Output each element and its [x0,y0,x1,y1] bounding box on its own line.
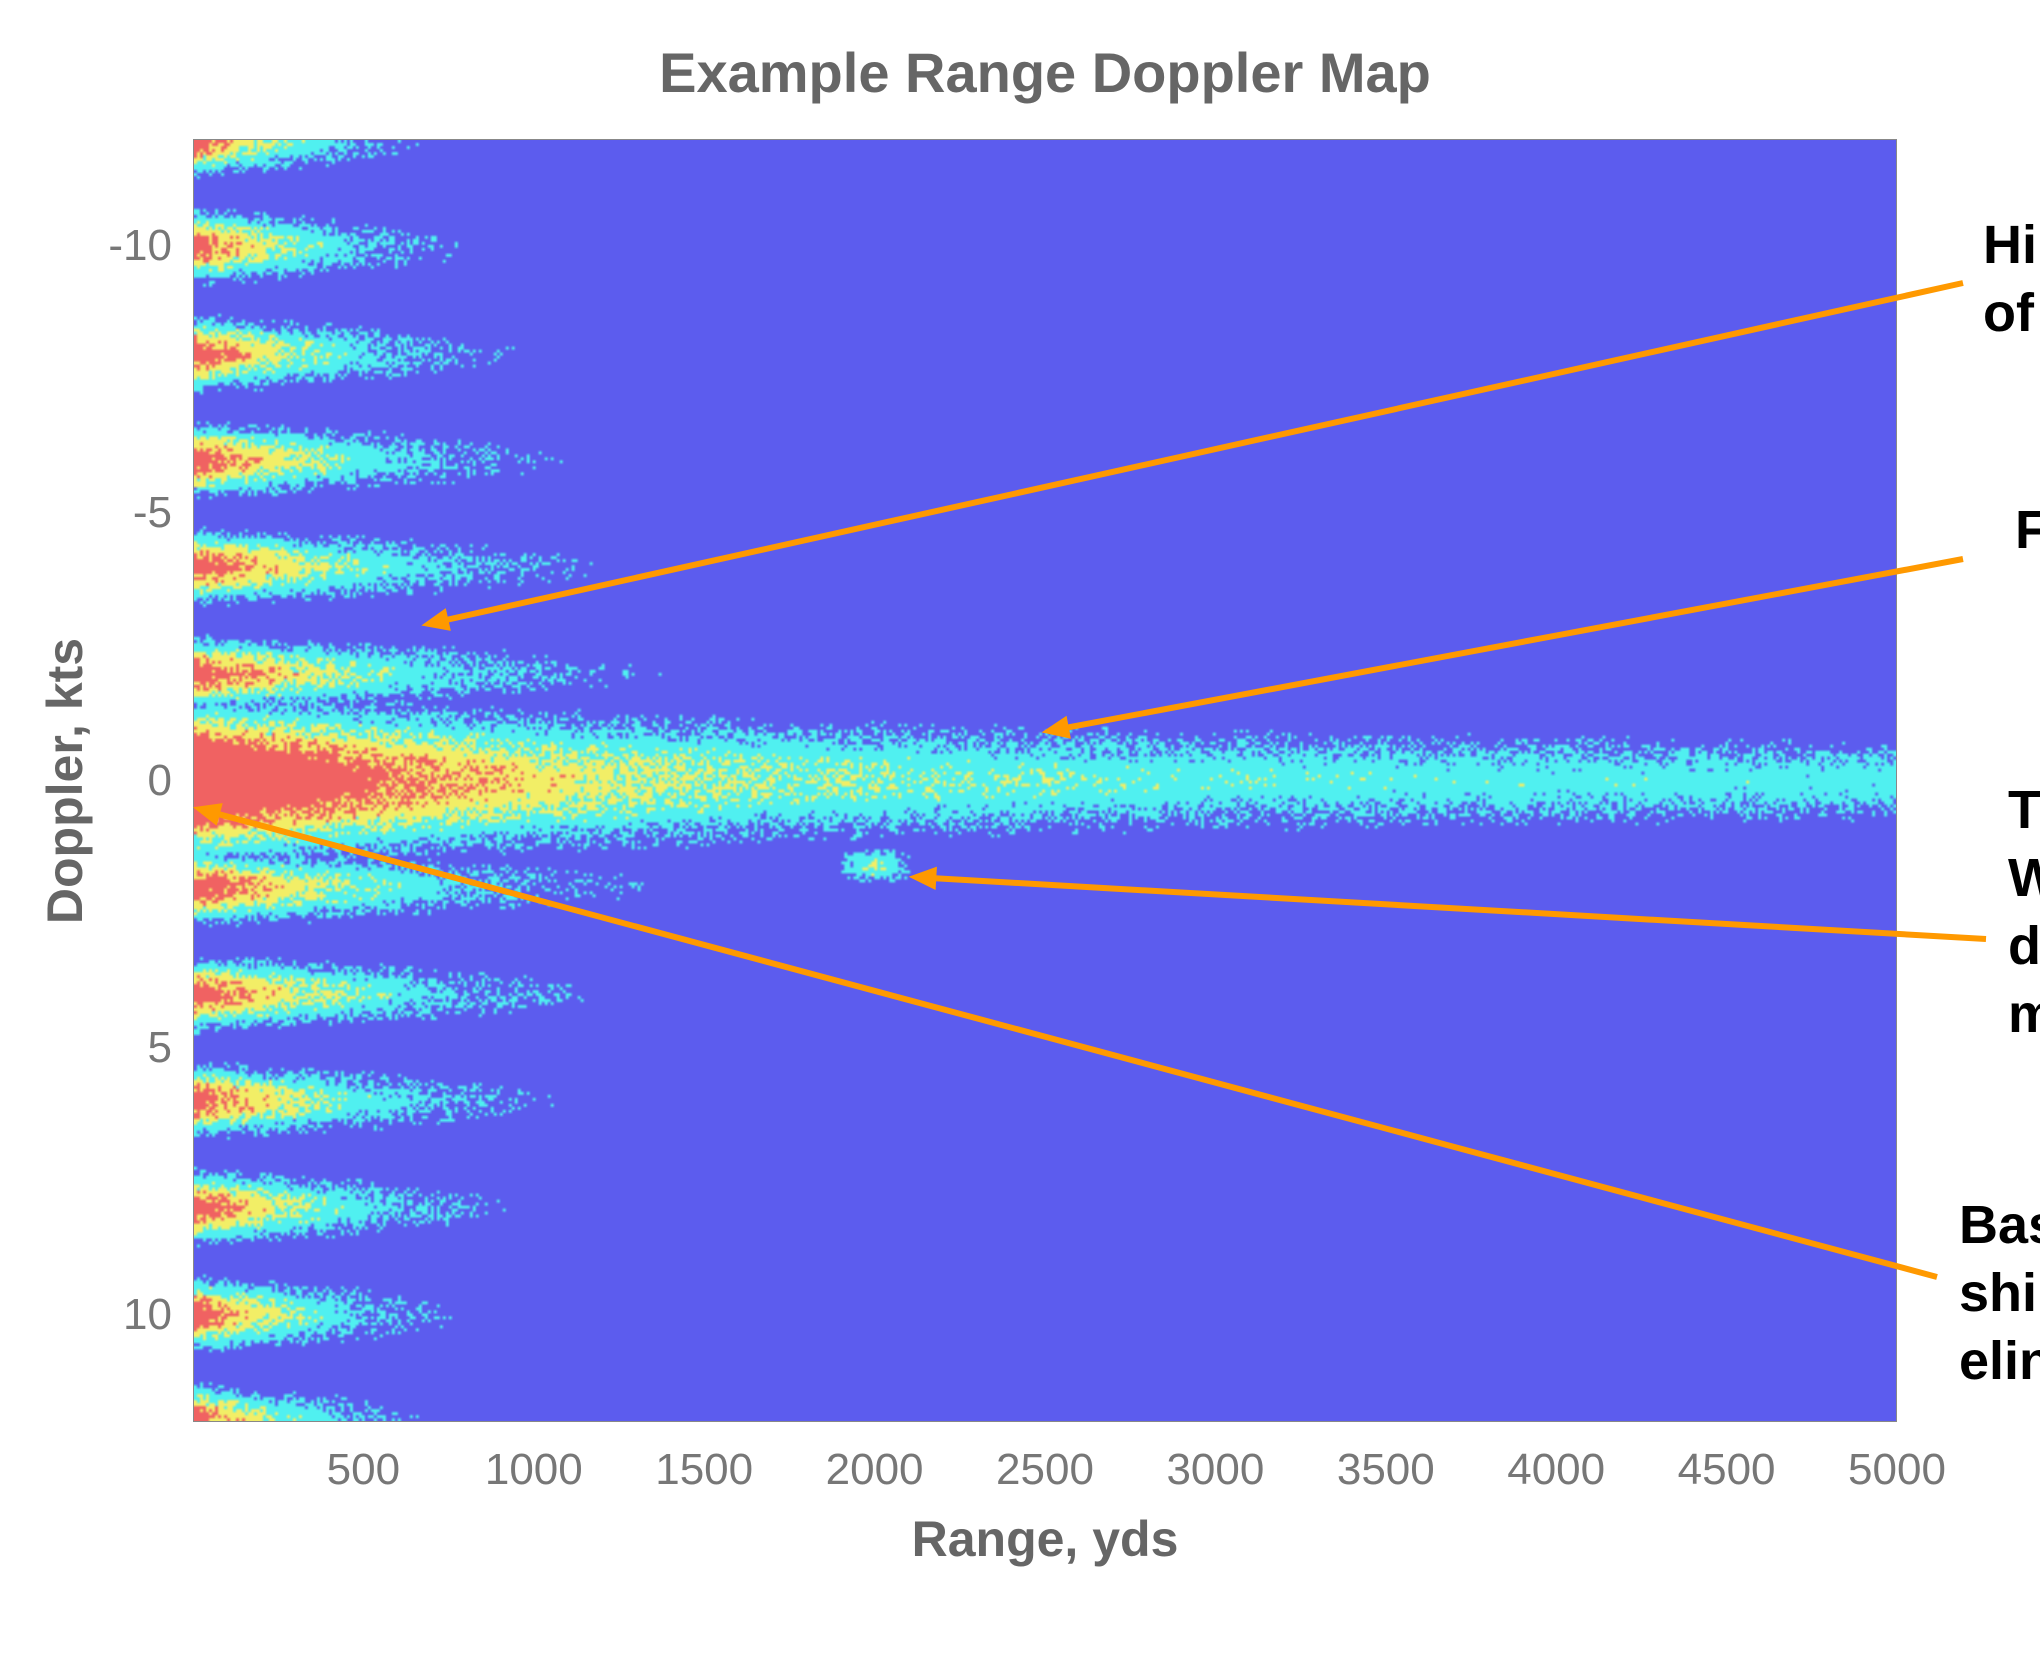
y-tick-label: 10 [123,1290,172,1340]
annotation-arrow-head [421,608,451,631]
y-tick-label: 0 [147,755,172,805]
annotation-text: F [2015,496,2040,564]
annotation-arrow-line [211,809,1938,1280]
annotation-line: T [2008,780,2040,840]
annotation-arrow-head [1041,715,1071,739]
annotation-line: shi [1959,1263,2038,1323]
x-tick-label: 500 [326,1445,401,1494]
heatmap-plot-area [193,139,1897,1422]
x-tick-label: 2000 [825,1445,924,1494]
x-axis-label: Range, yds [911,1511,1179,1567]
annotation-line: of [1983,283,2034,343]
x-tick-label: 3500 [1336,1445,1435,1494]
annotation-arrow-head [908,866,937,890]
y-tick-label: 5 [147,1022,172,1072]
annotation-line: F [2015,500,2040,560]
x-tick-label: 4500 [1677,1445,1776,1494]
chart-title: Example Range Doppler Map [659,41,1431,104]
x-tick-label: 4000 [1507,1445,1606,1494]
annotation-text: Bas shi elin [1959,1191,2040,1395]
y-tick-label: -10 [108,220,172,270]
annotation-arrow-head [193,803,223,826]
x-tick-label: 2500 [996,1445,1094,1494]
x-tick-label: 1500 [655,1445,754,1494]
annotation-text: Hi of [1983,211,2037,347]
y-tick-label: -5 [132,488,172,538]
annotation-arrow-line [1060,556,1964,732]
x-tick-label: 1000 [484,1445,583,1494]
x-tick-label: 5000 [1848,1445,1946,1494]
annotation-arrow-line [440,280,1964,625]
annotation-line: Bas [1959,1195,2040,1255]
annotation-line: m [2008,984,2040,1044]
annotation-line: Hi [1983,215,2037,275]
annotation-line: elin [1959,1331,2040,1391]
annotation-arrow-line [928,874,1987,942]
x-tick-label: 3000 [1166,1445,1265,1494]
annotation-line: d [2008,916,2040,976]
annotation-line: W [2008,848,2040,908]
